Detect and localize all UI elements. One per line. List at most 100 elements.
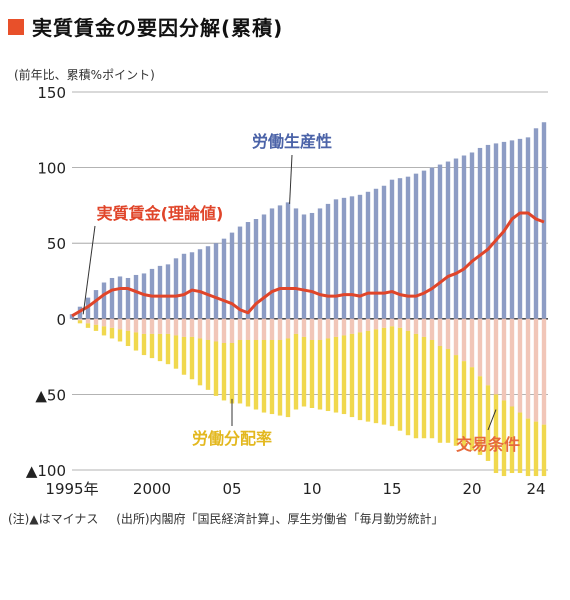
bar-labor-share bbox=[413, 333, 419, 439]
bar-productivity bbox=[181, 253, 187, 319]
title-marker bbox=[8, 18, 24, 35]
bar-labor-share bbox=[517, 412, 523, 474]
bar-labor-share bbox=[157, 333, 163, 362]
bar-productivity bbox=[429, 167, 435, 319]
annotation-label: 労働生産性 bbox=[252, 132, 332, 151]
bar-terms-of-trade bbox=[277, 318, 283, 340]
bar-labor-share bbox=[165, 333, 171, 365]
bar-labor-share bbox=[109, 327, 115, 339]
bar-terms-of-trade bbox=[117, 318, 123, 330]
bar-labor-share bbox=[509, 406, 515, 474]
bar-labor-share bbox=[285, 338, 291, 418]
bar-productivity bbox=[69, 314, 75, 319]
bar-labor-share bbox=[253, 339, 259, 410]
bar-productivity bbox=[285, 202, 291, 319]
bar-labor-share bbox=[261, 339, 267, 413]
bar-terms-of-trade bbox=[141, 318, 147, 334]
unit-label: (前年比、累積%ポイント) bbox=[14, 68, 155, 82]
bar-productivity bbox=[533, 128, 539, 319]
bar-labor-share bbox=[381, 327, 387, 425]
bar-productivity bbox=[165, 264, 171, 319]
bar-labor-share bbox=[269, 339, 275, 415]
annotation-leader bbox=[487, 409, 497, 431]
bar-terms-of-trade bbox=[165, 318, 171, 334]
y-tick-label: 0 bbox=[56, 311, 66, 329]
bar-productivity bbox=[125, 277, 131, 319]
bar-labor-share bbox=[85, 323, 91, 328]
bar-labor-share bbox=[389, 326, 395, 427]
bar-productivity bbox=[93, 290, 99, 319]
bar-terms-of-trade bbox=[261, 318, 267, 340]
y-tick-label: 150 bbox=[37, 84, 66, 102]
bar-productivity bbox=[197, 249, 203, 319]
bar-labor-share bbox=[373, 329, 379, 424]
annotation-leader bbox=[289, 154, 293, 204]
bar-terms-of-trade bbox=[77, 318, 83, 321]
annotation-label: 実質賃金(理論値) bbox=[97, 204, 224, 223]
bar-terms-of-trade bbox=[157, 318, 163, 334]
bar-productivity bbox=[261, 214, 267, 319]
bar-labor-share bbox=[525, 418, 531, 477]
bar-labor-share bbox=[365, 330, 371, 422]
bar-terms-of-trade bbox=[309, 318, 315, 340]
bar-productivity bbox=[133, 274, 139, 319]
bar-terms-of-trade bbox=[181, 318, 187, 337]
annotation-label: 交易条件 bbox=[456, 435, 520, 454]
bar-labor-share bbox=[477, 376, 483, 455]
bar-terms-of-trade bbox=[437, 318, 443, 347]
bar-labor-share bbox=[213, 341, 219, 396]
bar-labor-share bbox=[397, 327, 403, 431]
x-tick-label: 15 bbox=[382, 480, 401, 498]
bar-terms-of-trade bbox=[421, 318, 427, 337]
bar-productivity bbox=[117, 276, 123, 319]
bar-terms-of-trade bbox=[221, 318, 227, 343]
bar-labor-share bbox=[133, 332, 139, 351]
bar-labor-share bbox=[309, 339, 315, 409]
bar-productivity bbox=[293, 208, 299, 319]
bar-labor-share bbox=[117, 329, 123, 342]
bar-productivity bbox=[173, 258, 179, 319]
bar-productivity bbox=[397, 178, 403, 319]
bar-productivity bbox=[461, 155, 467, 319]
bar-terms-of-trade bbox=[397, 318, 403, 328]
bar-labor-share bbox=[237, 339, 243, 404]
bar-labor-share bbox=[221, 342, 227, 401]
bar-terms-of-trade bbox=[517, 318, 523, 413]
bar-labor-share bbox=[181, 336, 187, 375]
bar-terms-of-trade bbox=[85, 318, 91, 324]
bar-labor-share bbox=[333, 336, 339, 413]
x-tick-label: 1995年 bbox=[45, 480, 98, 498]
footnote-remark: (注)▲はマイナス bbox=[8, 512, 99, 526]
bar-productivity bbox=[469, 152, 475, 319]
bar-terms-of-trade bbox=[477, 318, 483, 377]
bar-labor-share bbox=[357, 332, 363, 421]
x-tick-label: 24 bbox=[526, 480, 545, 498]
bar-terms-of-trade bbox=[413, 318, 419, 334]
y-tick-label: 100 bbox=[37, 160, 66, 178]
title-block: 実質賃金の要因分解(累積) bbox=[8, 12, 283, 41]
bar-terms-of-trade bbox=[381, 318, 387, 328]
bar-labor-share bbox=[317, 339, 323, 410]
bar-productivity bbox=[445, 161, 451, 319]
bar-productivity bbox=[517, 138, 523, 319]
bar-terms-of-trade bbox=[101, 318, 107, 327]
chart-title: 実質賃金の要因分解(累積) bbox=[32, 16, 284, 40]
bar-terms-of-trade bbox=[405, 318, 411, 331]
bar-labor-share bbox=[501, 400, 507, 477]
bar-labor-share bbox=[101, 326, 107, 336]
y-tick-label: ▲100 bbox=[26, 462, 66, 480]
bar-productivity bbox=[381, 185, 387, 319]
bar-terms-of-trade bbox=[373, 318, 379, 330]
bar-productivity bbox=[525, 137, 531, 319]
bar-terms-of-trade bbox=[237, 318, 243, 340]
bar-labor-share bbox=[437, 346, 443, 443]
annotation-leader bbox=[82, 225, 96, 315]
bar-terms-of-trade bbox=[317, 318, 323, 340]
bar-labor-share bbox=[485, 385, 491, 461]
x-tick-label: 20 bbox=[462, 480, 481, 498]
bar-terms-of-trade bbox=[469, 318, 475, 368]
bar-terms-of-trade bbox=[293, 318, 299, 334]
bar-labor-share bbox=[349, 333, 355, 418]
bar-productivity bbox=[317, 208, 323, 319]
